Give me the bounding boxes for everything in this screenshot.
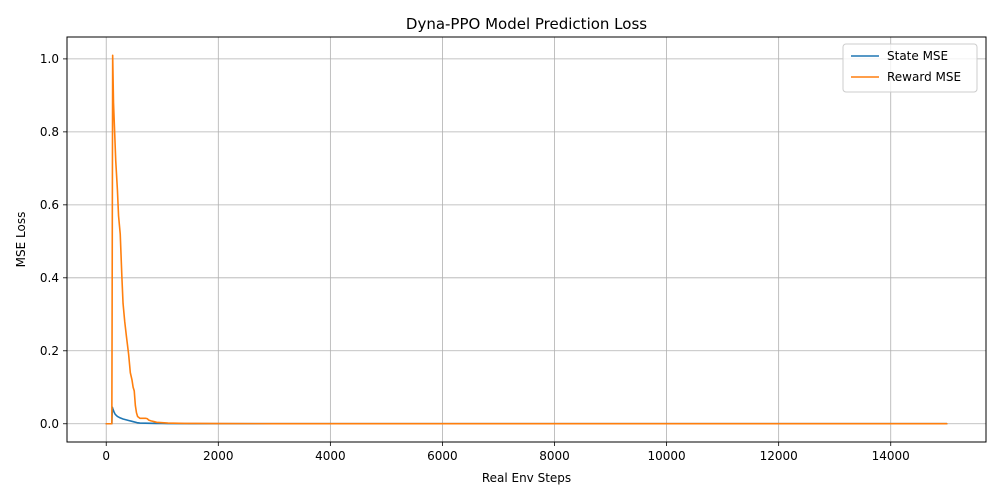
x-tick-label: 8000 — [539, 449, 570, 463]
chart-title: Dyna-PPO Model Prediction Loss — [406, 15, 647, 33]
legend-label-reward-mse: Reward MSE — [887, 70, 961, 84]
ticks: 0 2000 4000 6000 8000 10000 12000 14000 0.0 0.2 0.… — [40, 52, 910, 463]
x-tick-label: 10000 — [647, 449, 685, 463]
x-axis-label: Real Env Steps — [482, 471, 571, 485]
y-tick-label: 0.0 — [40, 417, 59, 431]
series-line-reward-mse — [105, 54, 948, 425]
legend: State MSE Reward MSE — [842, 43, 978, 93]
x-tick-label: 0 — [102, 449, 110, 463]
x-tick-label: 6000 — [427, 449, 458, 463]
y-tick-label: 1.0 — [40, 52, 59, 66]
y-axis-label: MSE Loss — [14, 212, 28, 268]
plot-frame — [66, 36, 987, 443]
y-tick-label: 0.4 — [40, 271, 59, 285]
y-tick-label: 0.8 — [40, 125, 59, 139]
x-tick-label: 4000 — [315, 449, 346, 463]
y-tick-label: 0.2 — [40, 344, 59, 358]
x-tick-label: 14000 — [872, 449, 910, 463]
series-layer — [105, 54, 948, 425]
x-tick-label: 12000 — [760, 449, 798, 463]
y-tick-label: 0.6 — [40, 198, 59, 212]
legend-label-state-mse: State MSE — [887, 49, 948, 63]
x-tick-label: 2000 — [203, 449, 234, 463]
